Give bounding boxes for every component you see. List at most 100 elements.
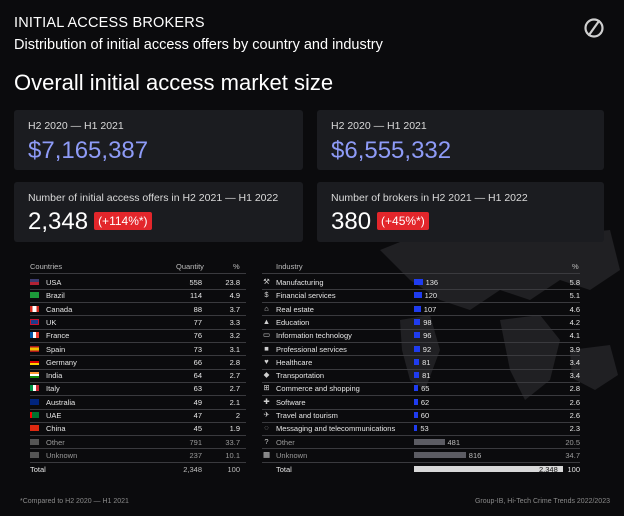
- country-quantity: 237: [189, 450, 202, 460]
- industry-row: ⌂ Real estate 107 4.6: [262, 303, 580, 316]
- row-divider: [262, 395, 580, 397]
- industry-percent: 2.8: [569, 384, 580, 394]
- quantity-header: Quantity: [176, 262, 204, 271]
- industry-row: ▭ Information technology 96 4.1: [262, 329, 580, 342]
- country-row: UAE 47 2: [30, 409, 246, 422]
- country-name: Spain: [46, 344, 66, 354]
- row-divider: [30, 435, 246, 437]
- country-row: Canada 88 3.7: [30, 303, 246, 316]
- industry-name: Education: [276, 317, 310, 327]
- industry-bar: [414, 372, 420, 379]
- market-card-1: H2 2020 — H1 2021 $7,165,387: [14, 110, 303, 170]
- country-percent: 23.8: [225, 278, 240, 287]
- industry-name: Financial services: [276, 291, 336, 301]
- industry-row: ✚ Software 62 2.6: [262, 396, 580, 409]
- row-divider: [30, 355, 246, 357]
- country-row: Germany 66 2.8: [30, 356, 246, 369]
- country-name: USA: [46, 278, 62, 287]
- industry-row: ? Other 481 20.5: [262, 436, 580, 449]
- industry-percent: 4.1: [569, 331, 580, 341]
- row-divider: [262, 302, 580, 304]
- country-name: China: [46, 424, 66, 434]
- country-percent: 3.3: [229, 317, 240, 327]
- total-quantity: 2,348: [183, 465, 202, 475]
- uk-flag: [30, 318, 39, 325]
- industry-value-label: 53: [420, 424, 429, 434]
- au-flag: [30, 398, 39, 405]
- row-divider: [30, 315, 246, 317]
- industry-name: Commerce and shopping: [276, 384, 360, 394]
- country-quantity: 77: [193, 317, 202, 327]
- industry-percent: 4.6: [569, 304, 580, 314]
- industry-total-row: Total 2,348 100: [262, 463, 580, 476]
- industry-bar: [414, 412, 418, 418]
- country-quantity: 88: [193, 304, 202, 314]
- industry-percent: 3.4: [569, 357, 580, 367]
- country-name: Brazil: [46, 291, 65, 301]
- country-percent: 2.1: [229, 397, 240, 407]
- card-label: Number of brokers in H2 2021 — H1 2022: [331, 192, 528, 204]
- industry-name: Real estate: [276, 304, 314, 314]
- country-name: Unknown: [46, 450, 78, 460]
- card-value-row: 2,348 (+114%*): [28, 208, 152, 236]
- industry-bar: [414, 332, 421, 339]
- industry-value-label: 60: [420, 411, 430, 420]
- industry-row: ⚒ Manufacturing 136 5.8: [262, 276, 580, 289]
- card-label: H2 2020 — H1 2021: [28, 120, 124, 132]
- country-quantity: 49: [193, 397, 202, 407]
- section-title: Overall initial access market size: [14, 70, 334, 95]
- row-divider: [262, 448, 580, 450]
- row-divider: [262, 288, 580, 290]
- country-total-row: Total 2,348 100: [30, 463, 246, 476]
- other-flag: [30, 438, 39, 445]
- country-percent: 10.1: [225, 450, 240, 460]
- country-name: Italy: [46, 384, 60, 394]
- industry-percent: 4.2: [569, 317, 580, 327]
- industry-bar: [414, 292, 422, 299]
- industry-row: ♥ Healthcare 81 3.4: [262, 356, 580, 369]
- country-percent: 3.2: [229, 331, 240, 341]
- factory-icon: ⚒: [263, 277, 270, 286]
- country-name: Canada: [46, 304, 73, 314]
- industry-bar: [414, 345, 420, 352]
- country-percent: 2.7: [229, 384, 240, 394]
- industry-row: ✈ Travel and tourism 60 2.6: [262, 409, 580, 422]
- unknown-flag: [30, 451, 39, 458]
- row-divider: [30, 408, 246, 410]
- row-divider: [262, 435, 580, 437]
- card-label: Number of initial access offers in H2 20…: [28, 192, 279, 204]
- industry-bar: [414, 466, 563, 473]
- country-percent: 2.8: [229, 357, 240, 367]
- industry-value-label: 96: [423, 331, 432, 341]
- page-subtitle: Distribution of initial access offers by…: [14, 37, 383, 53]
- industry-value-label: 2,348: [539, 465, 558, 475]
- row-divider: [262, 408, 580, 410]
- header-divider: [262, 273, 580, 274]
- country-row: Italy 63 2.7: [30, 382, 246, 395]
- industry-name: Travel and tourism: [276, 411, 338, 420]
- grid-icon: ▦: [262, 449, 271, 459]
- industry-bar: [414, 398, 418, 405]
- it-flag: [30, 385, 39, 392]
- country-row: UK 77 3.3: [30, 316, 246, 329]
- country-quantity: 47: [193, 411, 202, 420]
- industry-percent-header: %: [572, 262, 579, 271]
- industry-value-label: 98: [423, 317, 432, 327]
- card-value-row: 380 (+45%*): [331, 208, 429, 236]
- total-label: Total: [30, 465, 46, 475]
- heart-icon: ♥: [264, 356, 269, 366]
- growth-badge: (+114%*): [94, 212, 152, 230]
- car-icon: ◆: [263, 370, 270, 380]
- country-quantity: 791: [189, 437, 202, 447]
- industry-percent: 2.3: [569, 424, 580, 434]
- card-value: $6,555,332: [331, 137, 452, 164]
- country-quantity: 114: [190, 291, 202, 301]
- row-divider: [30, 302, 246, 304]
- country-row: India 64 2.7: [30, 369, 246, 382]
- country-row: China 45 1.9: [30, 422, 246, 435]
- industry-name: Manufacturing: [276, 278, 324, 287]
- industry-bar: [414, 318, 421, 325]
- row-divider: [262, 342, 580, 343]
- industry-name: Information technology: [276, 331, 352, 341]
- industry-name: Professional services: [276, 344, 347, 354]
